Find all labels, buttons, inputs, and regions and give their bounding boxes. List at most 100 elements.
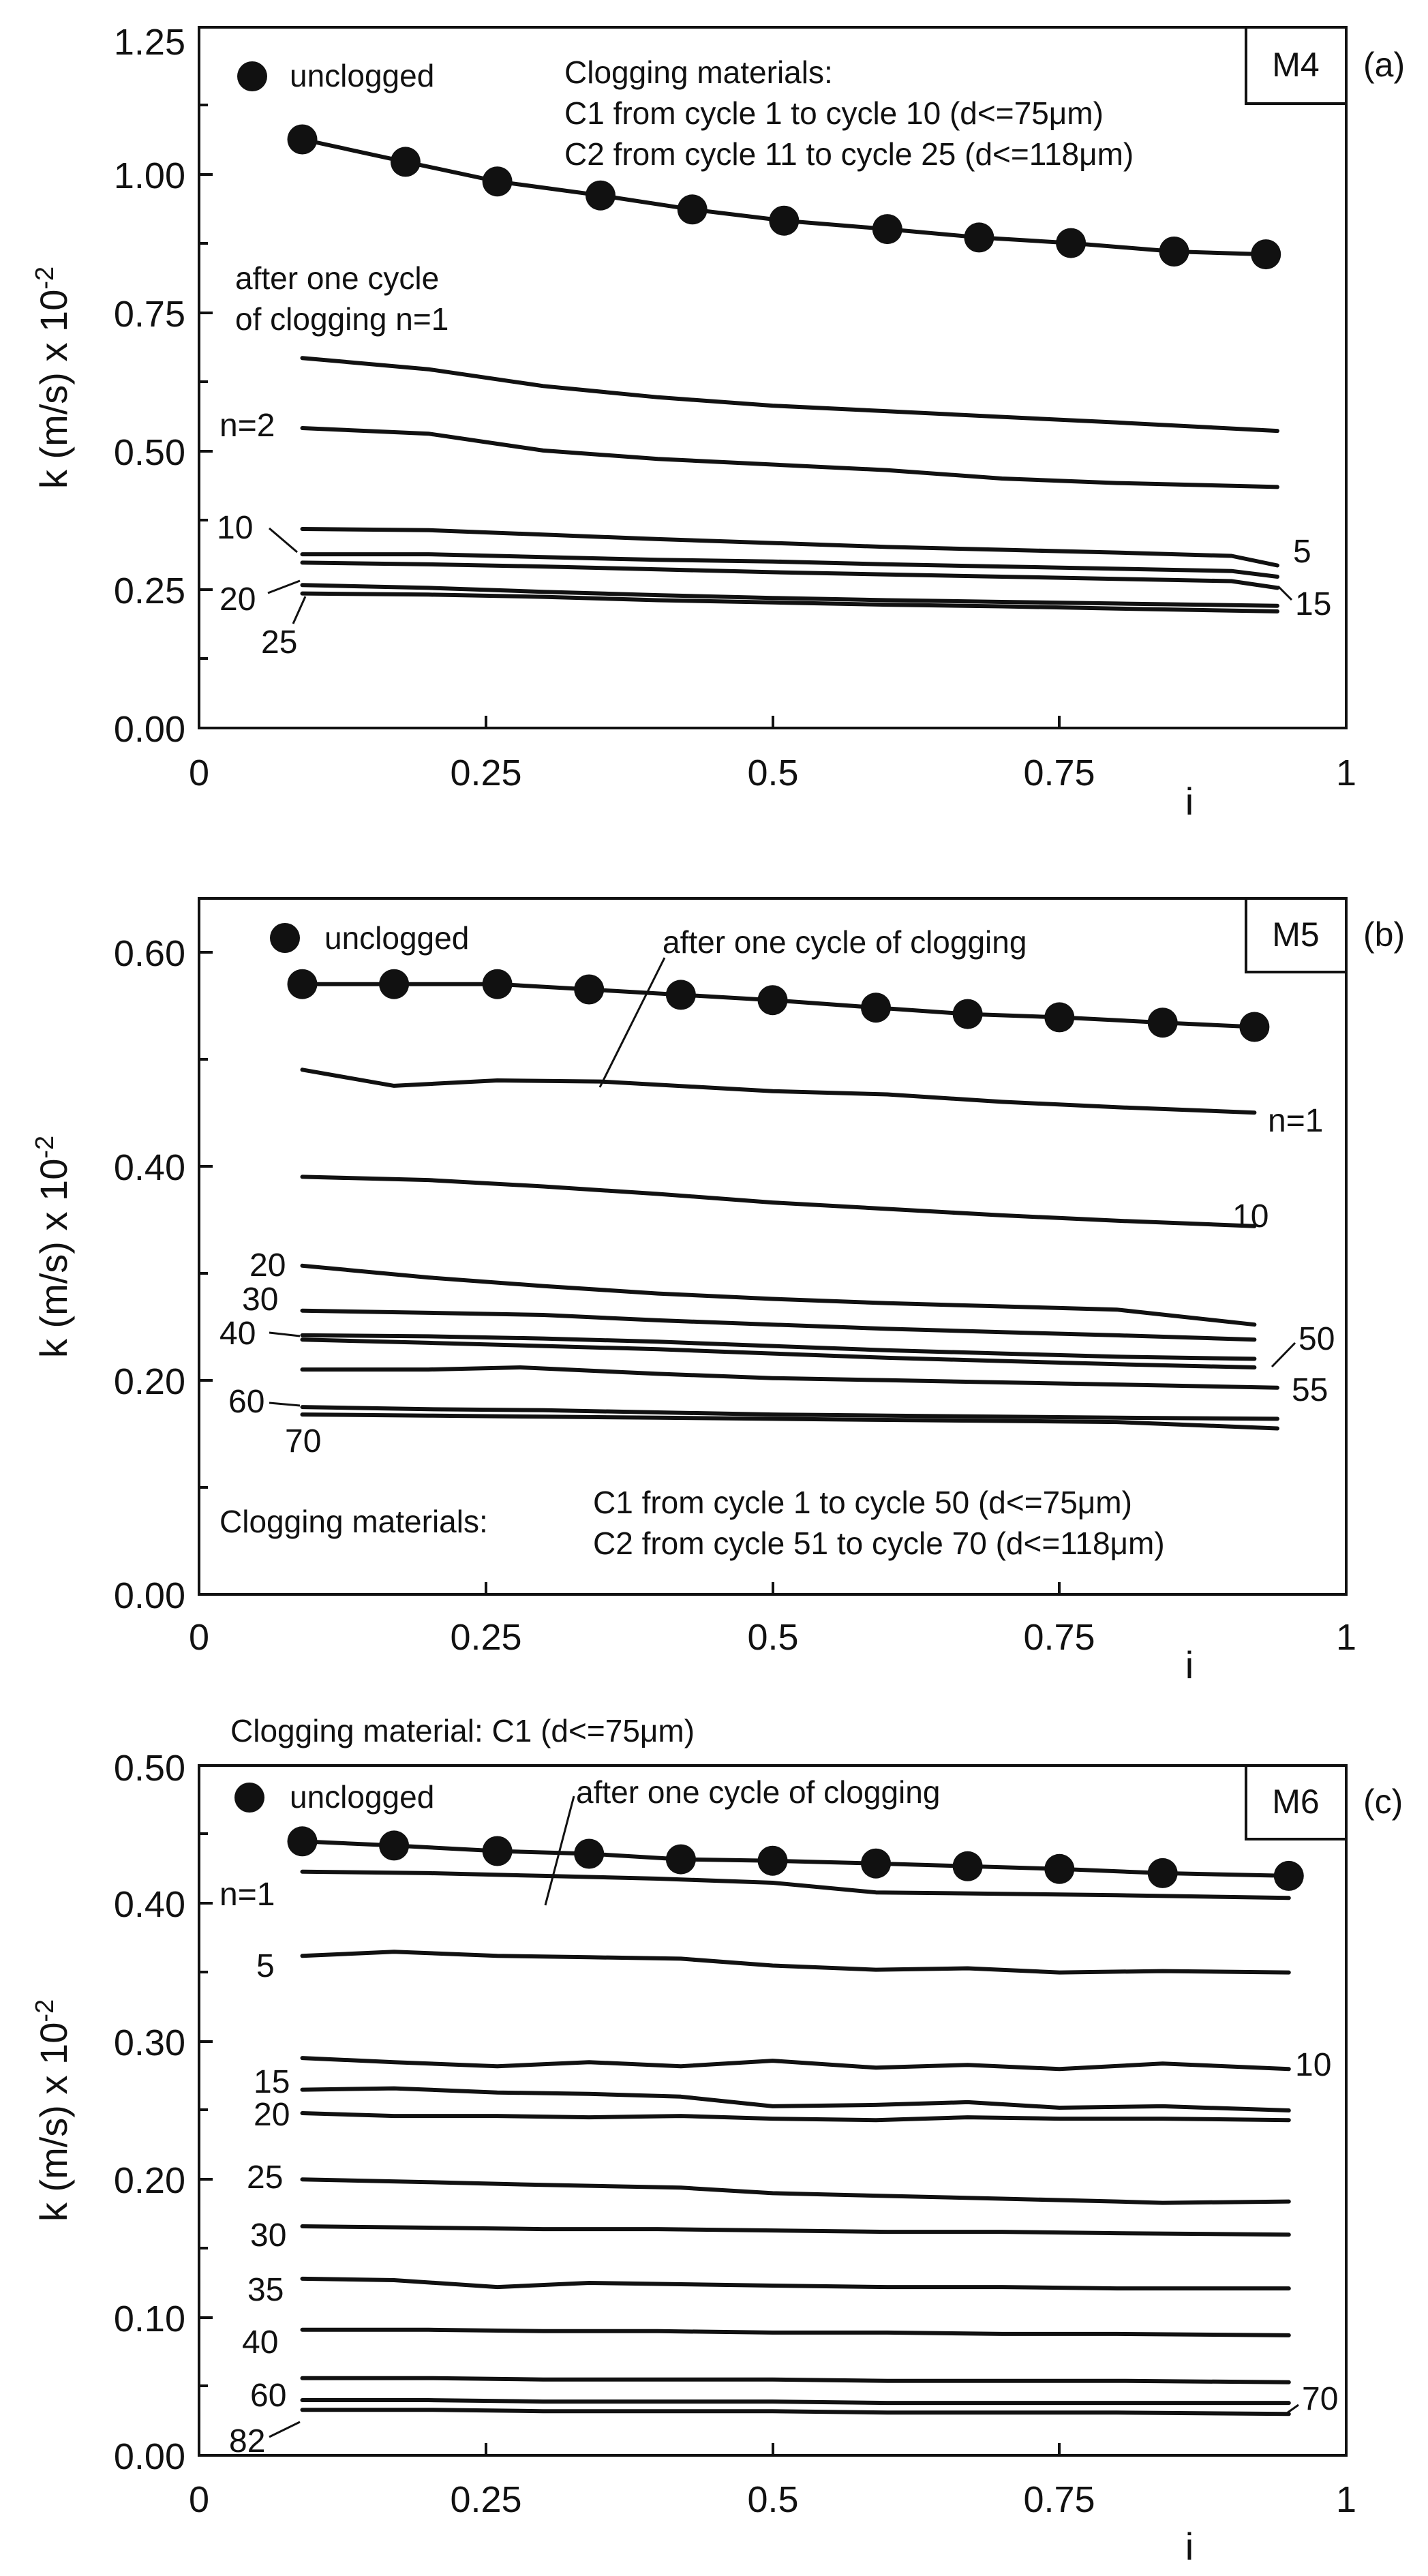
panel-c-unclogged-point: [1044, 1853, 1075, 1884]
panel-b-series-30-line: [300, 1308, 1257, 1342]
panel-a-unclogged-point: [390, 147, 421, 177]
panel-a-series-n-1-line: [300, 356, 1279, 434]
panel-c-annotation: Clogging material: C1 (d<=75μm): [230, 1713, 695, 1748]
panel-b-annotation: after one cycle of clogging: [663, 924, 1027, 960]
panel-c-ytick-label: 0.00: [114, 2436, 185, 2477]
panel-a-series-n-2-line: [300, 426, 1279, 489]
panel-a-plot: [287, 124, 1281, 613]
panel-c-series-label: 5: [256, 1948, 275, 1984]
panel-a-annotation: Clogging materials:: [564, 55, 833, 90]
panel-b-model-box: [1245, 897, 1348, 973]
panel-c-series-n-1-line: [300, 1869, 1291, 1900]
panel-c-tag: (c): [1363, 1783, 1403, 1821]
panel-a-legend-marker: [237, 61, 267, 91]
panel-c-series-15-line: [300, 2086, 1291, 2112]
panel-a-series-10-line: [300, 552, 1279, 579]
panel-c-series-label: 35: [247, 2272, 284, 2308]
panel-c-series-25-line: [300, 2177, 1291, 2205]
panel-b-series-label: 10: [1232, 1198, 1269, 1234]
panel-c-unclogged-point: [574, 1838, 605, 1869]
panel-b-unclogged-point: [861, 992, 891, 1023]
panel-c-series-40-line: [300, 2327, 1291, 2337]
panel-a-series-15-line: [300, 560, 1279, 590]
panel-b-series-label: n=1: [1268, 1103, 1323, 1139]
panel-a-annotation: after one cycle: [235, 260, 439, 296]
panel-c-series-label: 10: [1295, 2047, 1331, 2083]
panel-c-series-label: n=1: [219, 1877, 275, 1913]
panel-c-legend-label: unclogged: [290, 1779, 434, 1815]
panel-a-series-25-line: [300, 591, 1279, 613]
panel-c-unclogged-point: [665, 1844, 696, 1875]
panel-c-series-label: 30: [250, 2217, 286, 2254]
panel-b-xtick-label: 1: [1336, 1617, 1356, 1658]
panel-a-unclogged-point: [872, 214, 902, 245]
panel-c-series-70-line: [300, 2398, 1291, 2406]
panel-c-series-label: 40: [242, 2324, 278, 2361]
panel-b-series-10-line: [300, 1175, 1257, 1228]
panel-c-ytick-label: 0.40: [114, 1884, 185, 1925]
panel-c-leader: [269, 2421, 301, 2438]
panel-c-xtick-label: 0.25: [450, 2479, 521, 2520]
panel-c-series-60-line: [300, 2376, 1291, 2384]
panel-b-series-40-line: [300, 1333, 1257, 1361]
panel-b-ytick-label: 0.20: [114, 1361, 185, 1402]
panel-a-ytick-label: 1.00: [114, 155, 185, 196]
panel-b-tag: (b): [1363, 915, 1405, 954]
panel-c-annotation: after one cycle of clogging: [576, 1774, 940, 1810]
panel-a-legend-label: unclogged: [290, 58, 434, 93]
panel-b-unclogged-point: [379, 969, 410, 999]
panel-a-unclogged-point: [1159, 237, 1189, 267]
panel-c-ytick-label: 0.10: [114, 2299, 185, 2339]
panel-c-leader: [544, 1795, 575, 1906]
panel-c-series-label: 60: [250, 2378, 286, 2414]
panel-a-model-box: [1245, 26, 1348, 105]
panel-b-unclogged-point: [952, 999, 983, 1029]
panel-b-plot: [287, 969, 1279, 1431]
panel-b: 0.00 0.20 0.40 0.60 0 0.25 0.5 0.75 1 k …: [31, 897, 1405, 1686]
panel-b-series-50-line: [300, 1337, 1257, 1369]
panel-c-series-82-line: [300, 2408, 1291, 2416]
panel-b-unclogged-point: [665, 980, 696, 1010]
panel-c-unclogged-point: [952, 1851, 983, 1881]
panel-b-ytick-label: 0.40: [114, 1147, 185, 1188]
panel-b-legend-label: unclogged: [324, 920, 469, 956]
panel-c-ytick-label: 0.50: [114, 1748, 185, 1789]
panel-a-unclogged-point: [1251, 239, 1281, 270]
panel-a-annotation: C1 from cycle 1 to cycle 10 (d<=75μm): [564, 95, 1104, 131]
panel-b-series-55-line: [300, 1365, 1279, 1390]
panel-c-y-axis-title: k (m/s) x 10-2: [31, 1999, 75, 2222]
panel-b-series-label: 40: [219, 1316, 256, 1352]
panel-c-unclogged-point: [1273, 1860, 1304, 1891]
panel-a-unclogged-point: [964, 222, 994, 253]
panel-b-leader: [1271, 1342, 1296, 1368]
panel-a-ytick-label: 0.25: [114, 571, 185, 611]
panel-b-xtick-label: 0.75: [1023, 1617, 1095, 1658]
panel-b-xtick-label: 0.25: [450, 1617, 521, 1658]
panel-a-unclogged-point: [769, 205, 800, 236]
panel-b-series-n-1-line: [300, 1067, 1257, 1115]
panel-c-xtick-label: 0.75: [1023, 2479, 1095, 2520]
panel-c-ytick-label: 0.20: [114, 2160, 185, 2201]
panel-a-series-20-line: [300, 583, 1279, 608]
panel-b-x-axis-title: i: [1185, 1643, 1194, 1686]
panel-b-series-20-line: [300, 1263, 1257, 1327]
panel-b-unclogged-point: [1044, 1002, 1075, 1033]
panel-c-plot: [287, 1826, 1304, 2416]
panel-c-unclogged-point: [861, 1848, 891, 1879]
panel-a-annotation: of clogging n=1: [235, 301, 449, 337]
panel-b-model-label: M5: [1272, 915, 1319, 954]
panel-b-unclogged-point: [287, 969, 318, 999]
panel-c-series-label: 25: [247, 2160, 283, 2196]
panel-b-leader: [269, 1401, 301, 1407]
panel-c-unclogged-point: [757, 1845, 788, 1876]
panel-a: 0.00 0.25 0.50 0.75 1.00 1.25 0 0.25 0.5…: [31, 22, 1405, 823]
panel-a-xtick-label: 1: [1336, 753, 1356, 793]
panel-b-leader: [269, 1331, 301, 1337]
panel-c-series-10-line: [300, 2056, 1291, 2072]
panel-a-tag: (a): [1363, 46, 1405, 84]
panel-a-leader: [267, 579, 301, 594]
panel-c-unclogged-point: [287, 1826, 318, 1857]
panel-a-x-axis-title: i: [1185, 780, 1194, 823]
